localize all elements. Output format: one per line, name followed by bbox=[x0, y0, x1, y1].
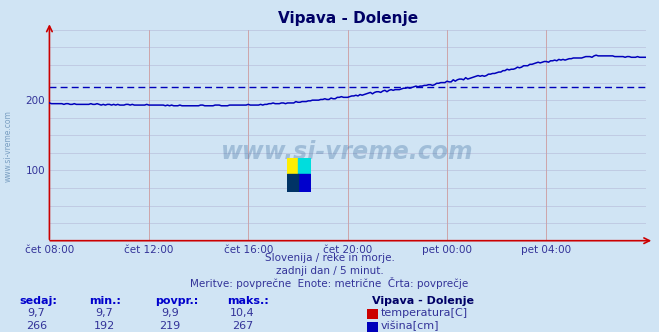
Text: 10,4: 10,4 bbox=[230, 308, 255, 318]
Text: povpr.:: povpr.: bbox=[155, 296, 198, 306]
Text: 219: 219 bbox=[159, 321, 181, 331]
Text: www.si-vreme.com: www.si-vreme.com bbox=[3, 110, 13, 182]
Text: Slovenija / reke in morje.: Slovenija / reke in morje. bbox=[264, 253, 395, 263]
Text: Meritve: povprečne  Enote: metrične  Črta: povprečje: Meritve: povprečne Enote: metrične Črta:… bbox=[190, 277, 469, 289]
Text: zadnji dan / 5 minut.: zadnji dan / 5 minut. bbox=[275, 266, 384, 276]
Text: maks.:: maks.: bbox=[227, 296, 269, 306]
Text: 192: 192 bbox=[94, 321, 115, 331]
Text: višina[cm]: višina[cm] bbox=[380, 320, 439, 331]
Text: www.si-vreme.com: www.si-vreme.com bbox=[221, 140, 474, 164]
Text: temperatura[C]: temperatura[C] bbox=[380, 308, 467, 318]
Text: min.:: min.: bbox=[89, 296, 121, 306]
Text: 9,7: 9,7 bbox=[96, 308, 113, 318]
Title: Vipava - Dolenje: Vipava - Dolenje bbox=[277, 11, 418, 26]
Text: 9,9: 9,9 bbox=[161, 308, 179, 318]
Text: sedaj:: sedaj: bbox=[20, 296, 57, 306]
Text: 9,7: 9,7 bbox=[28, 308, 45, 318]
Text: 267: 267 bbox=[232, 321, 253, 331]
Text: 266: 266 bbox=[26, 321, 47, 331]
Text: Vipava - Dolenje: Vipava - Dolenje bbox=[372, 296, 474, 306]
